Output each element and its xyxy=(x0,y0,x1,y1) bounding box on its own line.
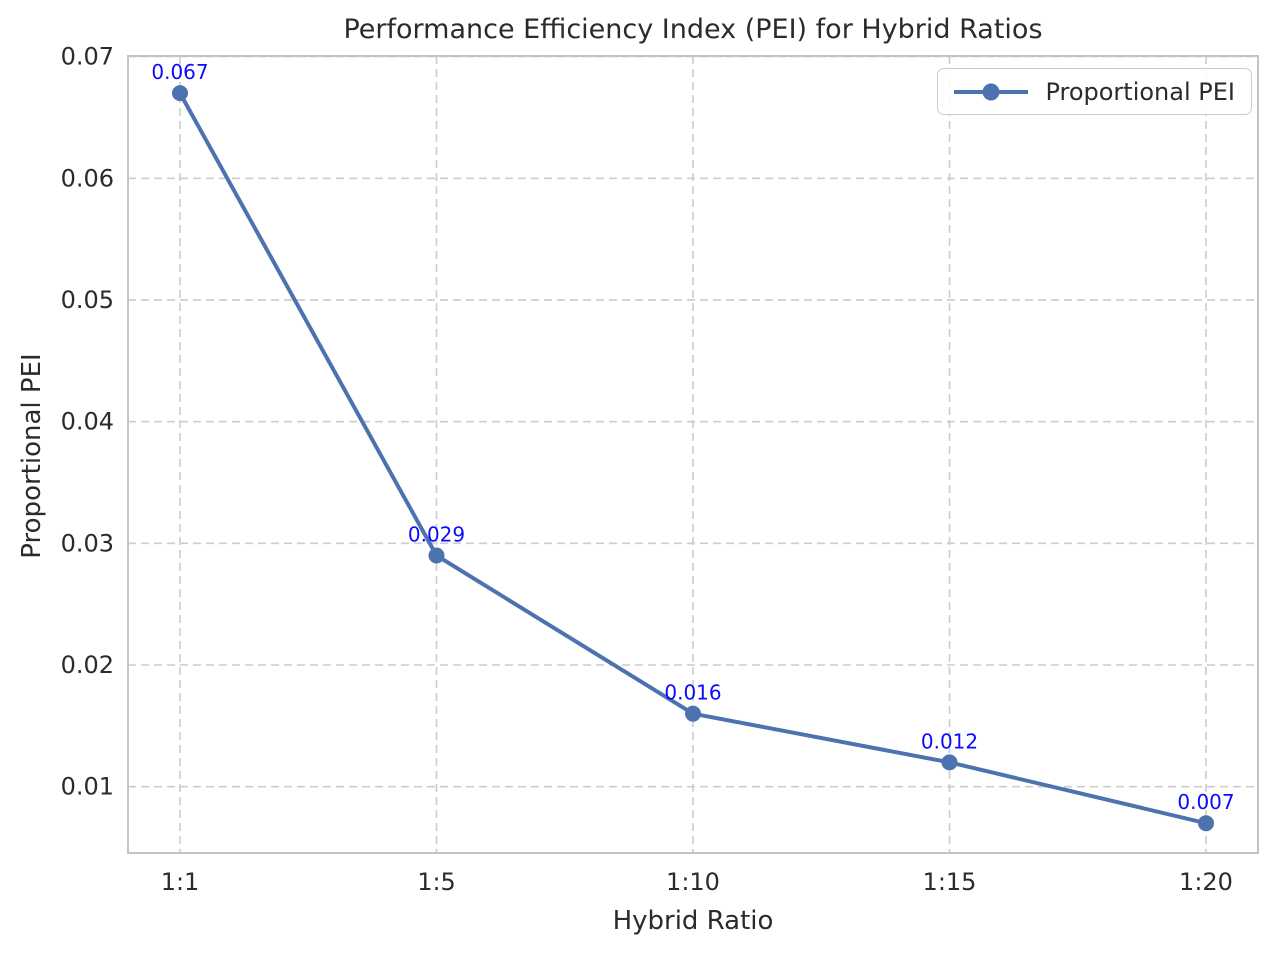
point-value-label: 0.067 xyxy=(151,60,208,84)
y-tick-label: 0.04 xyxy=(61,408,114,436)
data-point-marker xyxy=(428,547,445,564)
y-tick-label: 0.01 xyxy=(61,773,114,801)
tick-labels: 0.01 0.02 0.03 0.04 0.05 0.06 0.07 1:1 1:5 1:10 1:… xyxy=(61,43,1233,896)
data-point-marker xyxy=(685,705,701,722)
y-tick-label: 0.06 xyxy=(61,164,114,192)
y-axis-label: Proportional PEI xyxy=(17,353,47,559)
point-value-label: 0.007 xyxy=(1177,790,1234,814)
x-tick-label: 1:1 xyxy=(161,868,200,896)
data-point-marker xyxy=(941,754,958,771)
y-tick-label: 0.02 xyxy=(61,651,114,679)
y-tick-label: 0.03 xyxy=(61,529,114,557)
x-axis-label: Hybrid Ratio xyxy=(612,906,774,936)
x-tick-label: 1:15 xyxy=(923,868,977,896)
data-point-marker xyxy=(1198,815,1214,832)
chart-title: Performance Efficiency Index (PEI) for H… xyxy=(343,14,1043,45)
axes-spines xyxy=(127,55,1259,854)
legend-line-marker-icon xyxy=(954,83,1029,100)
y-tick-label: 0.05 xyxy=(61,286,114,314)
data-series xyxy=(172,85,1214,832)
plot-border xyxy=(127,55,1259,854)
x-tick-label: 1:10 xyxy=(666,868,720,896)
gridlines xyxy=(128,55,1258,853)
x-tick-label: 1:20 xyxy=(1179,868,1233,896)
legend: Proportional PEI xyxy=(937,68,1252,115)
point-value-label: 0.029 xyxy=(408,522,465,546)
data-point-marker xyxy=(172,85,188,102)
legend-label: Proportional PEI xyxy=(1045,77,1235,106)
point-value-label: 0.016 xyxy=(664,681,721,705)
point-annotations: 0.067 0.029 0.016 0.012 0.007 xyxy=(151,60,1234,814)
y-tick-label: 0.07 xyxy=(61,43,114,71)
point-value-label: 0.012 xyxy=(921,729,978,753)
x-tick-label: 1:5 xyxy=(417,868,456,896)
